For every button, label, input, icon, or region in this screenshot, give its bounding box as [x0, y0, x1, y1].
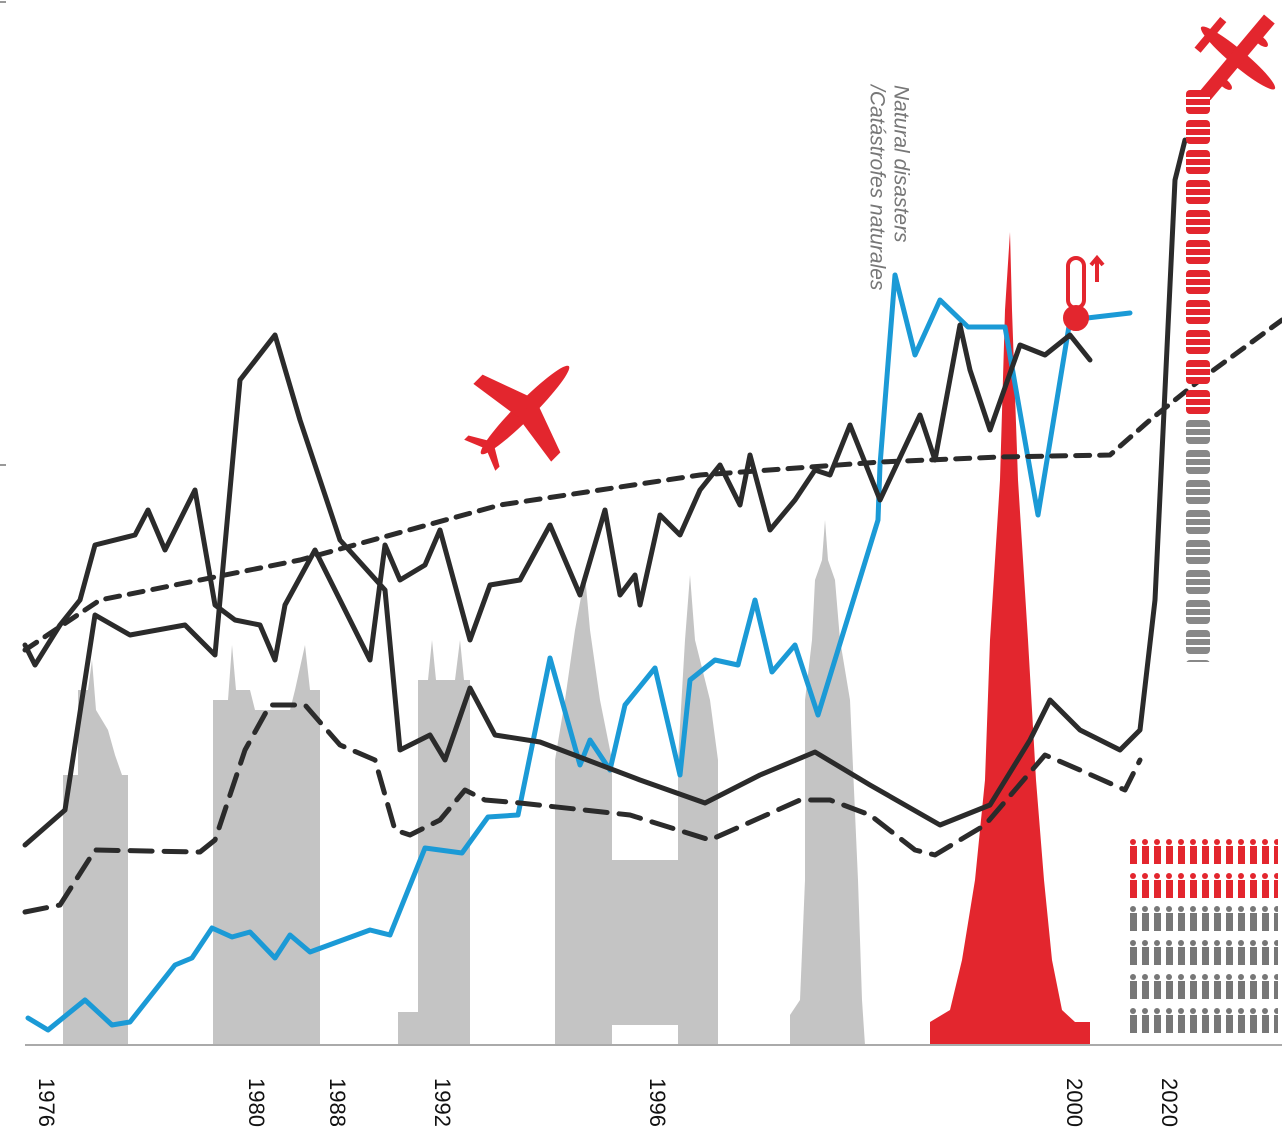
barrels-red	[1185, 88, 1211, 418]
x-label: 1992	[430, 1078, 455, 1127]
x-label: 1976	[34, 1078, 59, 1127]
x-label: 1980	[244, 1078, 269, 1127]
x-label: 2020	[1157, 1078, 1182, 1127]
thermometer-icon	[1063, 254, 1105, 331]
blue-line	[25, 272, 1133, 1033]
barrels-gray	[1185, 418, 1211, 662]
wiggly-line	[22, 322, 1093, 668]
annotation: Natural disasters	[889, 85, 912, 243]
solid-line	[22, 137, 1188, 848]
annotation: /Catástrofes naturales	[865, 83, 888, 291]
people-red	[1128, 838, 1278, 906]
red-tower	[930, 232, 1090, 1045]
x-label: 1996	[645, 1078, 670, 1127]
plane-icon	[1194, 14, 1276, 101]
skyline	[63, 520, 865, 1045]
dashed-lower-line	[22, 702, 1143, 915]
x-label: 2000	[1062, 1078, 1087, 1127]
people-gray	[1128, 905, 1278, 1040]
plane-icon	[464, 365, 570, 471]
x-label: 1988	[325, 1078, 350, 1127]
